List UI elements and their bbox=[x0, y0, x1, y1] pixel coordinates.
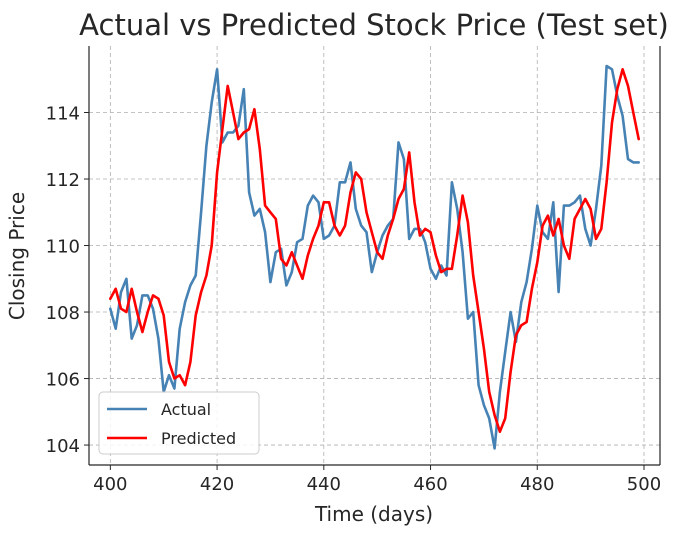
legend-label-actual: Actual bbox=[161, 400, 211, 419]
x-tick-label: 440 bbox=[307, 474, 341, 495]
y-tick-label: 114 bbox=[46, 104, 80, 125]
x-tick-label: 460 bbox=[413, 474, 447, 495]
chart-title: Actual vs Predicted Stock Price (Test se… bbox=[79, 8, 669, 42]
y-axis-label: Closing Price bbox=[5, 192, 29, 320]
y-tick-label: 110 bbox=[46, 237, 80, 258]
axes bbox=[88, 46, 661, 466]
x-tick-label: 400 bbox=[93, 474, 127, 495]
series-line-predicted bbox=[109, 68, 641, 434]
series-line-actual bbox=[109, 64, 641, 450]
y-tick-label: 112 bbox=[46, 170, 80, 191]
legend: Actual Predicted bbox=[98, 391, 260, 455]
y-tick-label: 108 bbox=[46, 303, 80, 324]
x-tick-label: 480 bbox=[520, 474, 554, 495]
y-tick-label: 104 bbox=[46, 436, 80, 457]
x-axis-label: Time (days) bbox=[314, 502, 433, 526]
x-tick-label: 500 bbox=[627, 474, 661, 495]
legend-label-predicted: Predicted bbox=[161, 429, 236, 448]
x-tick-label: 420 bbox=[200, 474, 234, 495]
ticks: 400 420 440 460 480 500 104 106 108 110 112 114 bbox=[46, 104, 662, 495]
series-layer bbox=[109, 64, 641, 450]
y-tick-label: 106 bbox=[46, 370, 80, 391]
